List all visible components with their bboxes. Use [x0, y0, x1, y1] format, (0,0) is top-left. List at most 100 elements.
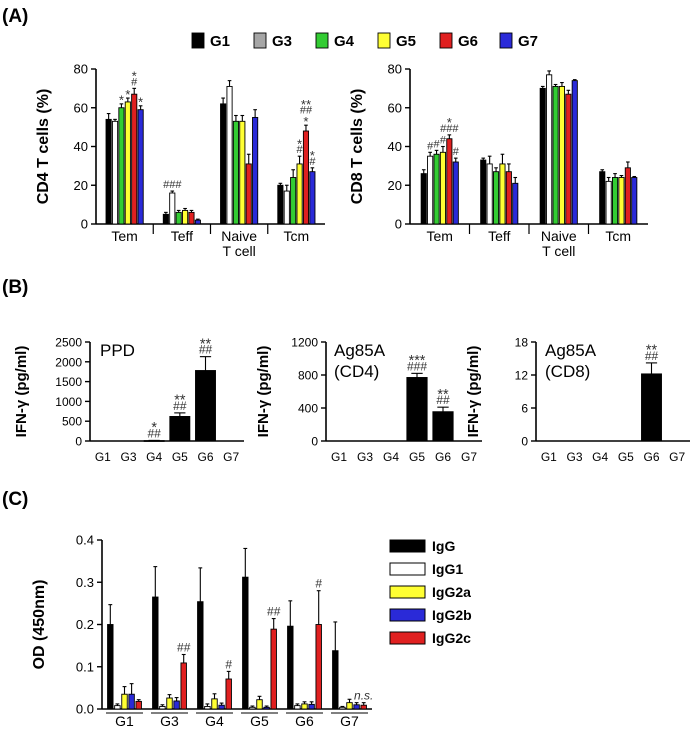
y-tick-label: 1200: [291, 336, 318, 350]
legend-swatch-g5: [377, 32, 391, 49]
significance-label: ***: [409, 353, 426, 369]
bar-g4: [290, 177, 297, 225]
legend-label-igg2a: IgG2a: [432, 584, 471, 600]
bar-igg2a: [301, 703, 308, 710]
bar-g4: [175, 211, 182, 225]
bar-g6: [195, 370, 216, 442]
bar-g1: [162, 213, 169, 225]
x-category-label: G6: [643, 450, 659, 464]
bar-igg2c: [225, 678, 232, 710]
y-tick-label: 40: [74, 139, 88, 154]
y-tick-label: 400: [298, 402, 318, 416]
bar-g3: [169, 192, 176, 225]
bar-g7: [194, 219, 201, 225]
y-tick-label: 0: [521, 435, 528, 449]
bar-g3: [605, 180, 612, 225]
y-tick-label: 0.2: [76, 617, 94, 632]
significance-label: #: [297, 144, 304, 156]
significance-label: ##: [645, 349, 659, 363]
significance-label: ##: [267, 605, 281, 619]
y-tick-label: 0: [395, 217, 402, 232]
x-category-label: G4: [146, 450, 162, 464]
bar-igg1: [294, 705, 301, 710]
significance-label: *: [303, 114, 308, 129]
y-tick-label: 800: [298, 369, 318, 383]
y-tick-label: 0.1: [76, 659, 94, 674]
x-category-label: G1: [331, 450, 347, 464]
bar-g4: [433, 153, 440, 225]
bar-g5: [618, 177, 625, 225]
x-category-label: G4: [205, 713, 224, 729]
bar-g6: [131, 93, 138, 225]
x-category-label: G3: [357, 450, 373, 464]
y-axis-title: IFN-γ (pg/ml): [465, 346, 482, 438]
x-category-label: G5: [409, 450, 425, 464]
legend-label-g4: G4: [334, 33, 355, 50]
legend-swatch-g3: [253, 32, 267, 49]
significance-label: ##: [436, 393, 450, 407]
bar-g1: [105, 118, 112, 225]
x-category-label: G4: [592, 450, 608, 464]
bar-igg2b: [173, 700, 180, 710]
significance-label: ##: [147, 426, 161, 440]
legend-label-g1: G1: [210, 33, 230, 50]
x-category-label: G1: [115, 713, 134, 729]
y-tick-label: 2000: [55, 355, 82, 369]
x-category-label: G3: [120, 450, 136, 464]
y-tick-label: 80: [74, 62, 88, 77]
bar-igg: [287, 625, 294, 710]
x-category-label: G7: [461, 450, 477, 464]
significance-label: *: [132, 69, 137, 84]
bar-igg2c: [135, 700, 142, 710]
significance-label: #: [427, 140, 434, 152]
significance-label: #: [131, 76, 138, 88]
bar-g5: [558, 85, 565, 225]
bar-g6: [505, 171, 512, 225]
significance-label: *: [310, 148, 315, 163]
x-category-label: Naive: [221, 228, 257, 244]
y-tick-label: 0: [81, 217, 88, 232]
y-axis-title: OD (450nm): [31, 580, 48, 670]
x-category-label: T cell: [542, 243, 575, 259]
legend-swatch-igg1: [389, 562, 426, 576]
bar-igg2b: [128, 693, 135, 710]
bar-g7: [631, 177, 638, 225]
bar-g5: [296, 163, 303, 225]
y-tick-label: 60: [388, 100, 402, 115]
legend-label-g3: G3: [272, 33, 292, 50]
significance-label: #: [315, 577, 322, 591]
bar-g3: [486, 163, 493, 225]
bar-g6: [432, 411, 454, 442]
significance-label: ##: [199, 343, 213, 357]
significance-label: #: [225, 657, 232, 671]
bar-g3: [427, 155, 434, 225]
bar-igg: [197, 601, 204, 710]
chart-ifn-ag85a-cd8: 0 6 12 18 IFN-γ (pg/ml) G1 G3 G4 G5 G6 G7 Ag85A (CD8…: [465, 336, 690, 464]
chart-title: Ag85A: [545, 341, 597, 360]
bar-igg2b: [263, 706, 270, 710]
bar-g6: [188, 211, 195, 225]
significance-label: #: [453, 146, 460, 158]
significance-label: **: [301, 97, 311, 112]
y-tick-label: 20: [388, 178, 402, 193]
bar-g5: [406, 377, 428, 442]
bar-igg2a: [166, 697, 173, 710]
x-category-label: G1: [541, 450, 557, 464]
y-tick-label: 1500: [55, 375, 82, 389]
y-tick-label: 2500: [55, 336, 82, 350]
bar-g4: [552, 85, 559, 225]
bar-g5: [124, 101, 131, 225]
bar-g7: [309, 171, 316, 225]
bar-g3: [283, 190, 290, 225]
x-category-label: G3: [160, 713, 179, 729]
bar-g3: [111, 120, 119, 225]
y-axis-title: IFN-γ (pg/ml): [13, 346, 30, 438]
bar-g1: [480, 159, 487, 225]
bar-g7: [571, 80, 578, 225]
significance-label: n.s.: [354, 689, 373, 703]
bar-igg2b: [218, 704, 225, 710]
bar-g7: [512, 182, 519, 225]
significance-label: ###: [407, 359, 427, 373]
x-category-label: T cell: [223, 243, 256, 259]
